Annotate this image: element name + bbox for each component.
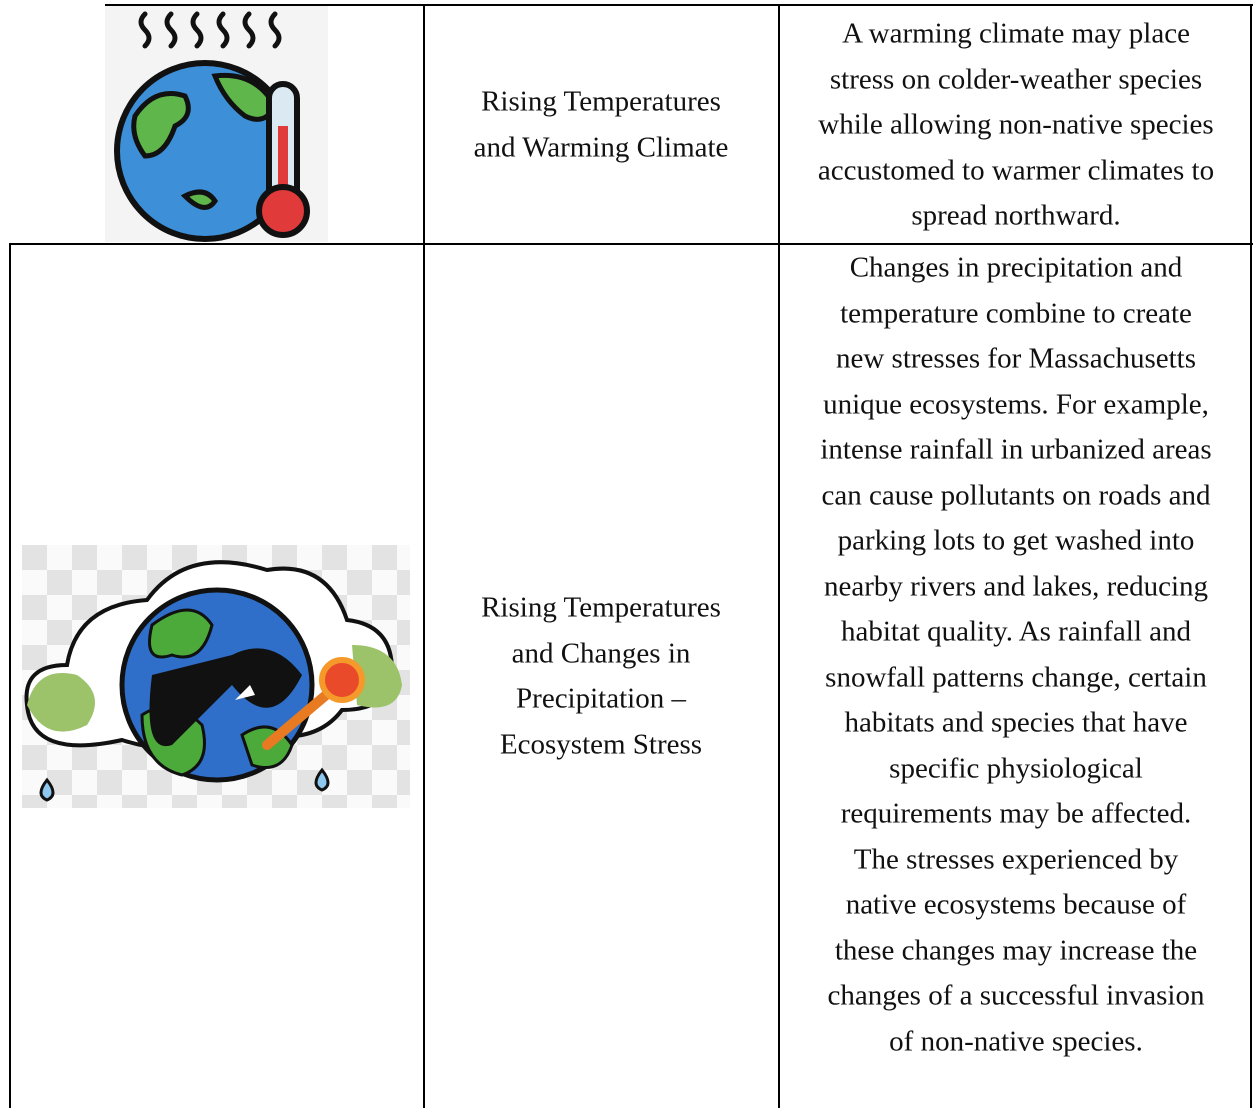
description-text: new stresses for Massachusetts bbox=[835, 342, 1197, 375]
hazard-text: and Changes in bbox=[511, 637, 691, 669]
description-text: A warming climate may place bbox=[842, 17, 1190, 50]
description-text: parking lots to get washed into bbox=[837, 524, 1195, 557]
description-text: nearby rivers and lakes, reducing bbox=[823, 570, 1209, 602]
description-text: while allowing non-native species bbox=[818, 108, 1214, 141]
description-text: Changes in precipitation and bbox=[849, 251, 1183, 284]
description-text: habitats and species that have bbox=[844, 706, 1188, 739]
hazard-text: Ecosystem Stress bbox=[499, 728, 703, 760]
description-text: habitat quality. As rainfall and bbox=[840, 615, 1192, 648]
description-text: can cause pollutants on roads and bbox=[821, 479, 1211, 511]
description-text: unique ecosystems. For example, bbox=[823, 388, 1209, 420]
description-text: changes of a successful invasion bbox=[827, 979, 1205, 1012]
ecosystem-stress-icon bbox=[22, 545, 410, 808]
hazard-text: Rising Temperatures bbox=[481, 85, 721, 118]
table-border bbox=[423, 4, 425, 1108]
table-border bbox=[105, 4, 1253, 6]
table-border bbox=[9, 243, 11, 1108]
hazard-text: Precipitation – bbox=[516, 682, 686, 715]
description-text: these changes may increase the bbox=[834, 934, 1198, 966]
table-border bbox=[9, 243, 1253, 245]
hazard-text: Rising Temperatures bbox=[481, 591, 721, 624]
hazard-text: and Warming Climate bbox=[473, 131, 729, 163]
description-text: The stresses experienced by bbox=[853, 843, 1179, 875]
table-border bbox=[1250, 4, 1252, 1108]
description-text: intense rainfall in urbanized areas bbox=[820, 433, 1212, 466]
description-text: native ecosystems because of bbox=[845, 888, 1187, 921]
description-text: requirements may be affected. bbox=[840, 797, 1192, 830]
description-text: temperature combine to create bbox=[840, 297, 1192, 329]
warming-icon bbox=[105, 6, 328, 242]
description-text: stress on colder-weather species bbox=[829, 63, 1203, 95]
description-text: spread northward. bbox=[911, 199, 1121, 232]
description-text: accustomed to warmer climates to bbox=[817, 154, 1215, 186]
description-text: of non-native species. bbox=[889, 1025, 1143, 1057]
description-text: snowfall patterns change, certain bbox=[825, 661, 1207, 693]
table-border bbox=[778, 4, 780, 1108]
description-text: specific physiological bbox=[889, 752, 1143, 784]
